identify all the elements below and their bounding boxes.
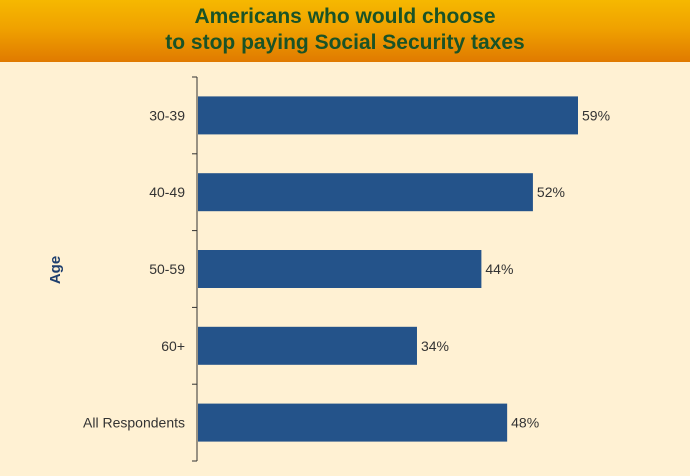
data-label: 59% — [582, 107, 610, 123]
bar-30-39 — [198, 96, 578, 135]
category-label: 40-49 — [149, 184, 185, 200]
category-label: 60+ — [161, 338, 185, 354]
chart-title-line-2: to stop paying Social Security taxes — [165, 31, 525, 54]
bar-all-respondents — [198, 403, 508, 442]
data-label: 44% — [485, 261, 513, 277]
category-label: 50-59 — [149, 261, 185, 277]
chart-header: Americans who would choose to stop payin… — [0, 0, 690, 62]
chart-title-line-1: Americans who would choose — [194, 5, 496, 28]
y-axis-title: Age — [47, 256, 64, 284]
data-label: 48% — [511, 415, 539, 431]
chart-title: Americans who would choose to stop payin… — [0, 0, 690, 56]
data-label: 34% — [421, 338, 449, 354]
bar-50-59 — [198, 250, 482, 288]
category-label: 30-39 — [149, 107, 185, 123]
labels-layer: 30-39 59% 40-49 52% 50-59 44% 60+ 34% All Respon… — [83, 107, 610, 430]
data-label: 52% — [537, 184, 565, 200]
bar-chart: 30-39 59% 40-49 52% 50-59 44% 60+ 34% All Respon… — [47, 76, 610, 462]
category-label: All Respondents — [83, 415, 185, 431]
axis-layer — [192, 76, 198, 462]
bar-60 — [198, 326, 417, 365]
bars-layer — [198, 96, 578, 442]
bar-40-49 — [198, 173, 533, 212]
